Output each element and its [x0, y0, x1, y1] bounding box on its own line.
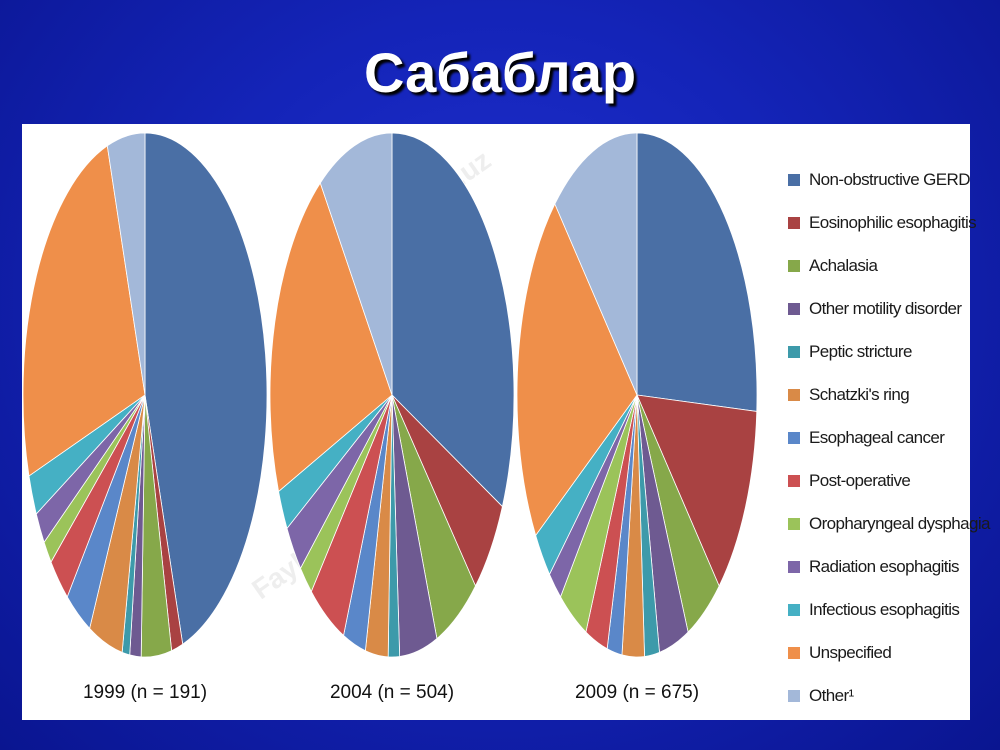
pie-slice — [22, 145, 146, 477]
legend-swatch — [788, 646, 800, 659]
legend-label: Achalasia — [809, 255, 878, 275]
legend-label: Esophageal cancer — [809, 427, 945, 447]
pie-charts: 1999 (n = 191) 2004 (n = 504) 2009 (n = 67… — [22, 132, 758, 703]
legend-swatch — [788, 259, 800, 272]
legend-item: Other motility disorder — [788, 287, 970, 330]
legend-swatch — [788, 689, 800, 702]
legend-swatch — [788, 431, 800, 444]
legend-label: Infectious esophagitis — [809, 599, 960, 619]
pie-slice — [144, 132, 268, 645]
legend-label: Schatzki's ring — [809, 384, 910, 404]
legend-item: Oropharyngeal dysphagia — [788, 502, 990, 545]
pie-slice — [319, 132, 393, 396]
pie-title: 1999 (n = 191) — [83, 682, 207, 703]
legend-label: Eosinophilic esophagitis — [809, 212, 977, 232]
legend-label: Unspecified — [809, 642, 892, 662]
pie-title: 2009 (n = 675) — [575, 682, 699, 703]
chart-legend: Non-obstructive GERD Eosinophilic esophag… — [788, 158, 990, 717]
legend-label: Non-obstructive GERD — [809, 169, 970, 189]
legend-item: Unspecified — [788, 631, 970, 674]
legend-item: Achalasia — [788, 244, 970, 287]
legend-swatch — [788, 603, 800, 616]
legend-label: Oropharyngeal dysphagia — [809, 513, 990, 533]
legend-item: Esophageal cancer — [788, 416, 970, 459]
pie-chart: 1999 (n = 191) — [22, 132, 268, 703]
legend-item: Eosinophilic esophagitis — [788, 201, 977, 244]
legend-item: Other¹ — [788, 674, 970, 717]
legend-swatch — [788, 517, 800, 530]
chart-panel: FaylHub.uz FaylHub.uz FaylHub.uz FaylHub… — [22, 124, 990, 720]
legend-swatch — [788, 216, 800, 229]
pie-slice — [636, 394, 758, 587]
pie-slice — [636, 132, 758, 412]
legend-swatch — [788, 302, 800, 315]
legend-item: Infectious esophagitis — [788, 588, 970, 631]
legend-item: Non-obstructive GERD — [788, 158, 970, 201]
legend-item: Peptic stricture — [788, 330, 970, 373]
legend-label: Other motility disorder — [809, 298, 962, 318]
slide-title: Сабаблар — [363, 41, 637, 104]
pie-slice — [269, 182, 393, 493]
pie-slice — [554, 132, 638, 396]
pie-chart: 2004 (n = 504) — [269, 132, 515, 703]
legend-label: Post-operative — [809, 470, 911, 490]
legend-item: Schatzki's ring — [788, 373, 970, 416]
pie-slice — [516, 203, 638, 537]
legend-label: Other¹ — [809, 685, 854, 705]
legend-swatch — [788, 560, 800, 573]
legend-swatch — [788, 173, 800, 186]
legend-item: Post-operative — [788, 459, 970, 502]
pie-slice — [106, 132, 146, 396]
pie-title: 2004 (n = 504) — [330, 682, 454, 703]
legend-item: Radiation esophagitis — [788, 545, 970, 588]
pie-chart: 2009 (n = 675) — [516, 132, 758, 703]
legend-label: Peptic stricture — [809, 341, 912, 361]
legend-swatch — [788, 474, 800, 487]
legend-label: Radiation esophagitis — [809, 556, 960, 576]
legend-swatch — [788, 388, 800, 401]
pie-slice — [391, 132, 515, 508]
legend-swatch — [788, 345, 800, 358]
